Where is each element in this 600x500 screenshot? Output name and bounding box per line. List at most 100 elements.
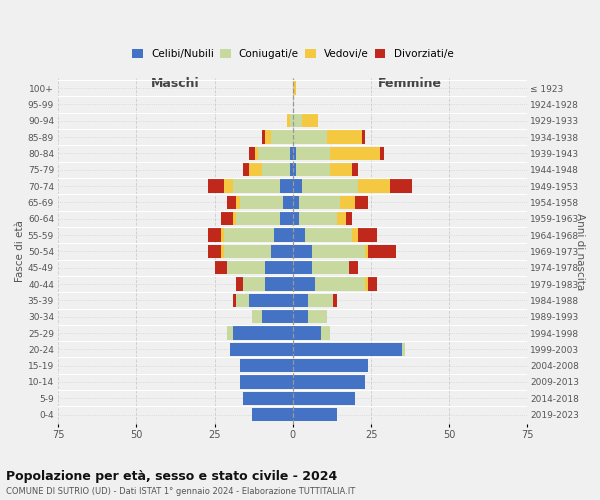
Bar bbox=[221, 212, 233, 226]
Bar bbox=[224, 180, 233, 193]
Bar bbox=[358, 228, 377, 241]
Bar bbox=[227, 261, 265, 274]
Bar bbox=[259, 146, 290, 160]
Bar bbox=[327, 130, 362, 144]
Bar bbox=[290, 114, 293, 128]
Bar bbox=[265, 261, 293, 274]
Bar bbox=[236, 278, 243, 290]
Bar bbox=[236, 294, 249, 307]
Bar bbox=[293, 310, 308, 324]
Bar bbox=[305, 228, 352, 241]
Bar bbox=[365, 278, 368, 290]
Legend: Celibi/Nubili, Coniugati/e, Vedovi/e, Divorziati/e: Celibi/Nubili, Coniugati/e, Vedovi/e, Di… bbox=[132, 49, 454, 59]
Bar bbox=[271, 244, 293, 258]
Bar bbox=[290, 163, 293, 176]
Text: COMUNE DI SUTRIO (UD) - Dati ISTAT 1° gennaio 2024 - Elaborazione TUTTITALIA.IT: COMUNE DI SUTRIO (UD) - Dati ISTAT 1° ge… bbox=[6, 488, 355, 496]
Y-axis label: Anni di nascita: Anni di nascita bbox=[575, 212, 585, 290]
Bar bbox=[224, 244, 271, 258]
Bar bbox=[215, 261, 227, 274]
Bar bbox=[249, 146, 255, 160]
Bar bbox=[293, 261, 311, 274]
Bar bbox=[299, 196, 340, 209]
Bar bbox=[208, 180, 224, 193]
Bar bbox=[308, 310, 327, 324]
Bar bbox=[293, 278, 315, 290]
Bar bbox=[208, 244, 221, 258]
Bar bbox=[236, 196, 239, 209]
Bar bbox=[293, 130, 327, 144]
Bar bbox=[331, 163, 352, 176]
Bar bbox=[274, 228, 293, 241]
Bar bbox=[227, 196, 236, 209]
Bar bbox=[236, 212, 280, 226]
Bar bbox=[293, 228, 305, 241]
Bar bbox=[311, 261, 349, 274]
Bar bbox=[249, 294, 293, 307]
Text: Femmine: Femmine bbox=[378, 76, 442, 90]
Bar bbox=[293, 244, 311, 258]
Bar bbox=[280, 180, 293, 193]
Bar bbox=[349, 261, 358, 274]
Bar bbox=[293, 392, 355, 405]
Bar bbox=[262, 130, 265, 144]
Bar bbox=[293, 82, 296, 95]
Bar bbox=[358, 180, 390, 193]
Bar bbox=[311, 244, 365, 258]
Bar bbox=[224, 228, 274, 241]
Bar bbox=[262, 163, 290, 176]
Bar bbox=[271, 130, 293, 144]
Bar bbox=[227, 326, 233, 340]
Text: Popolazione per età, sesso e stato civile - 2024: Popolazione per età, sesso e stato civil… bbox=[6, 470, 337, 483]
Bar bbox=[221, 244, 224, 258]
Bar bbox=[308, 294, 334, 307]
Bar bbox=[380, 146, 383, 160]
Bar bbox=[239, 376, 293, 388]
Bar bbox=[252, 408, 293, 422]
Bar bbox=[230, 342, 293, 356]
Bar bbox=[239, 359, 293, 372]
Bar bbox=[287, 114, 290, 128]
Bar bbox=[243, 278, 265, 290]
Bar bbox=[293, 326, 321, 340]
Bar bbox=[352, 163, 358, 176]
Bar bbox=[302, 114, 318, 128]
Bar bbox=[368, 278, 377, 290]
Bar bbox=[293, 212, 299, 226]
Bar bbox=[355, 196, 368, 209]
Bar bbox=[265, 130, 271, 144]
Bar bbox=[390, 180, 412, 193]
Bar bbox=[255, 146, 259, 160]
Bar bbox=[362, 130, 365, 144]
Bar bbox=[302, 180, 358, 193]
Bar bbox=[293, 146, 296, 160]
Bar bbox=[233, 212, 236, 226]
Bar bbox=[233, 180, 280, 193]
Bar bbox=[233, 326, 293, 340]
Bar bbox=[280, 212, 293, 226]
Bar bbox=[293, 294, 308, 307]
Y-axis label: Fasce di età: Fasce di età bbox=[15, 220, 25, 282]
Bar bbox=[293, 376, 365, 388]
Bar bbox=[293, 114, 302, 128]
Bar bbox=[334, 294, 337, 307]
Bar bbox=[337, 212, 346, 226]
Bar bbox=[321, 326, 331, 340]
Bar bbox=[252, 310, 262, 324]
Bar bbox=[293, 196, 299, 209]
Bar bbox=[293, 163, 296, 176]
Bar bbox=[262, 310, 293, 324]
Bar bbox=[239, 196, 283, 209]
Bar bbox=[208, 228, 221, 241]
Bar bbox=[296, 146, 331, 160]
Bar bbox=[299, 212, 337, 226]
Bar bbox=[293, 180, 302, 193]
Bar bbox=[402, 342, 406, 356]
Bar bbox=[290, 146, 293, 160]
Text: Maschi: Maschi bbox=[151, 76, 200, 90]
Bar bbox=[340, 196, 355, 209]
Bar bbox=[249, 163, 262, 176]
Bar bbox=[346, 212, 352, 226]
Bar bbox=[331, 146, 380, 160]
Bar bbox=[265, 278, 293, 290]
Bar bbox=[296, 163, 331, 176]
